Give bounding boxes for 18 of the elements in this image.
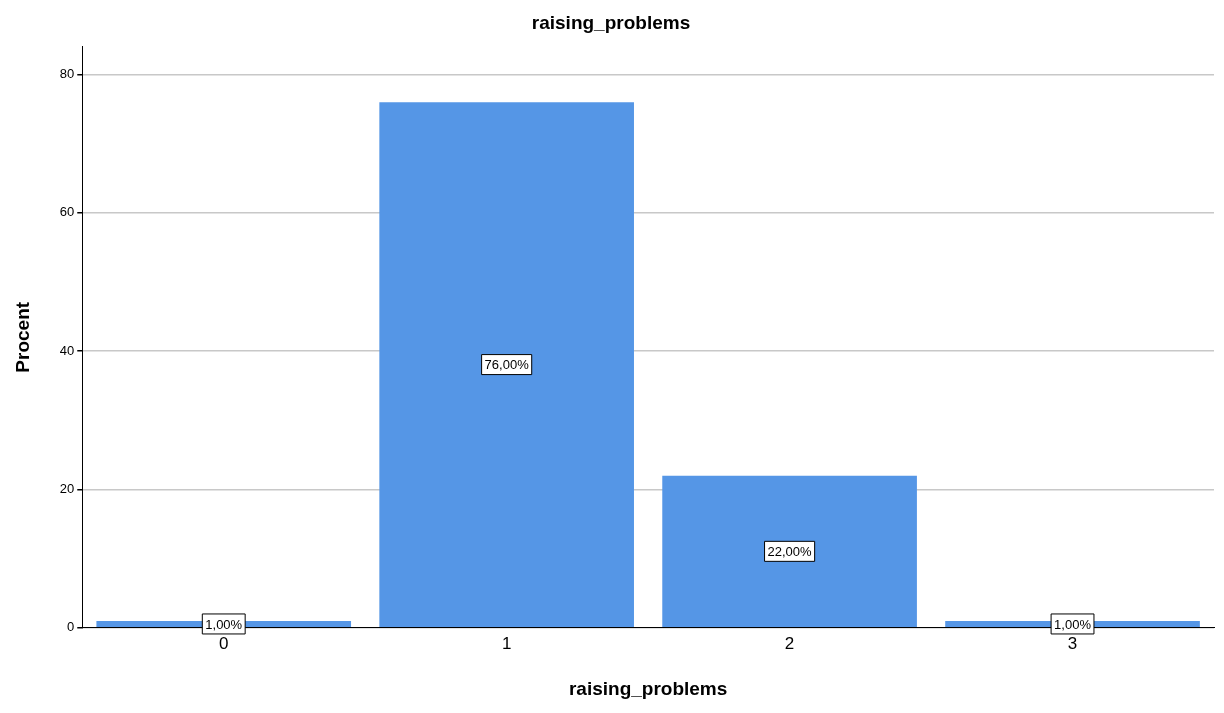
chart-title: raising_problems — [531, 11, 691, 33]
x-axis-title: raising_problems — [568, 677, 728, 699]
bar — [662, 475, 917, 628]
y-tick-label: 20 — [59, 481, 75, 497]
bar — [379, 102, 634, 628]
data-label: 22,00% — [767, 543, 813, 559]
x-tick-label: 3 — [1067, 633, 1078, 653]
x-tick-label: 0 — [218, 633, 229, 653]
y-tick-label: 40 — [59, 342, 75, 358]
data-label: 1,00% — [205, 616, 243, 632]
y-tick-label: 80 — [59, 66, 75, 82]
y-axis-title: Procent — [11, 301, 33, 373]
data-label: 1,00% — [1054, 616, 1092, 632]
data-label: 76,00% — [484, 357, 530, 373]
x-tick-label: 2 — [784, 633, 795, 653]
x-tick-label: 1 — [501, 633, 512, 653]
y-tick-label: 60 — [59, 204, 75, 220]
y-tick-label: 0 — [67, 619, 75, 635]
